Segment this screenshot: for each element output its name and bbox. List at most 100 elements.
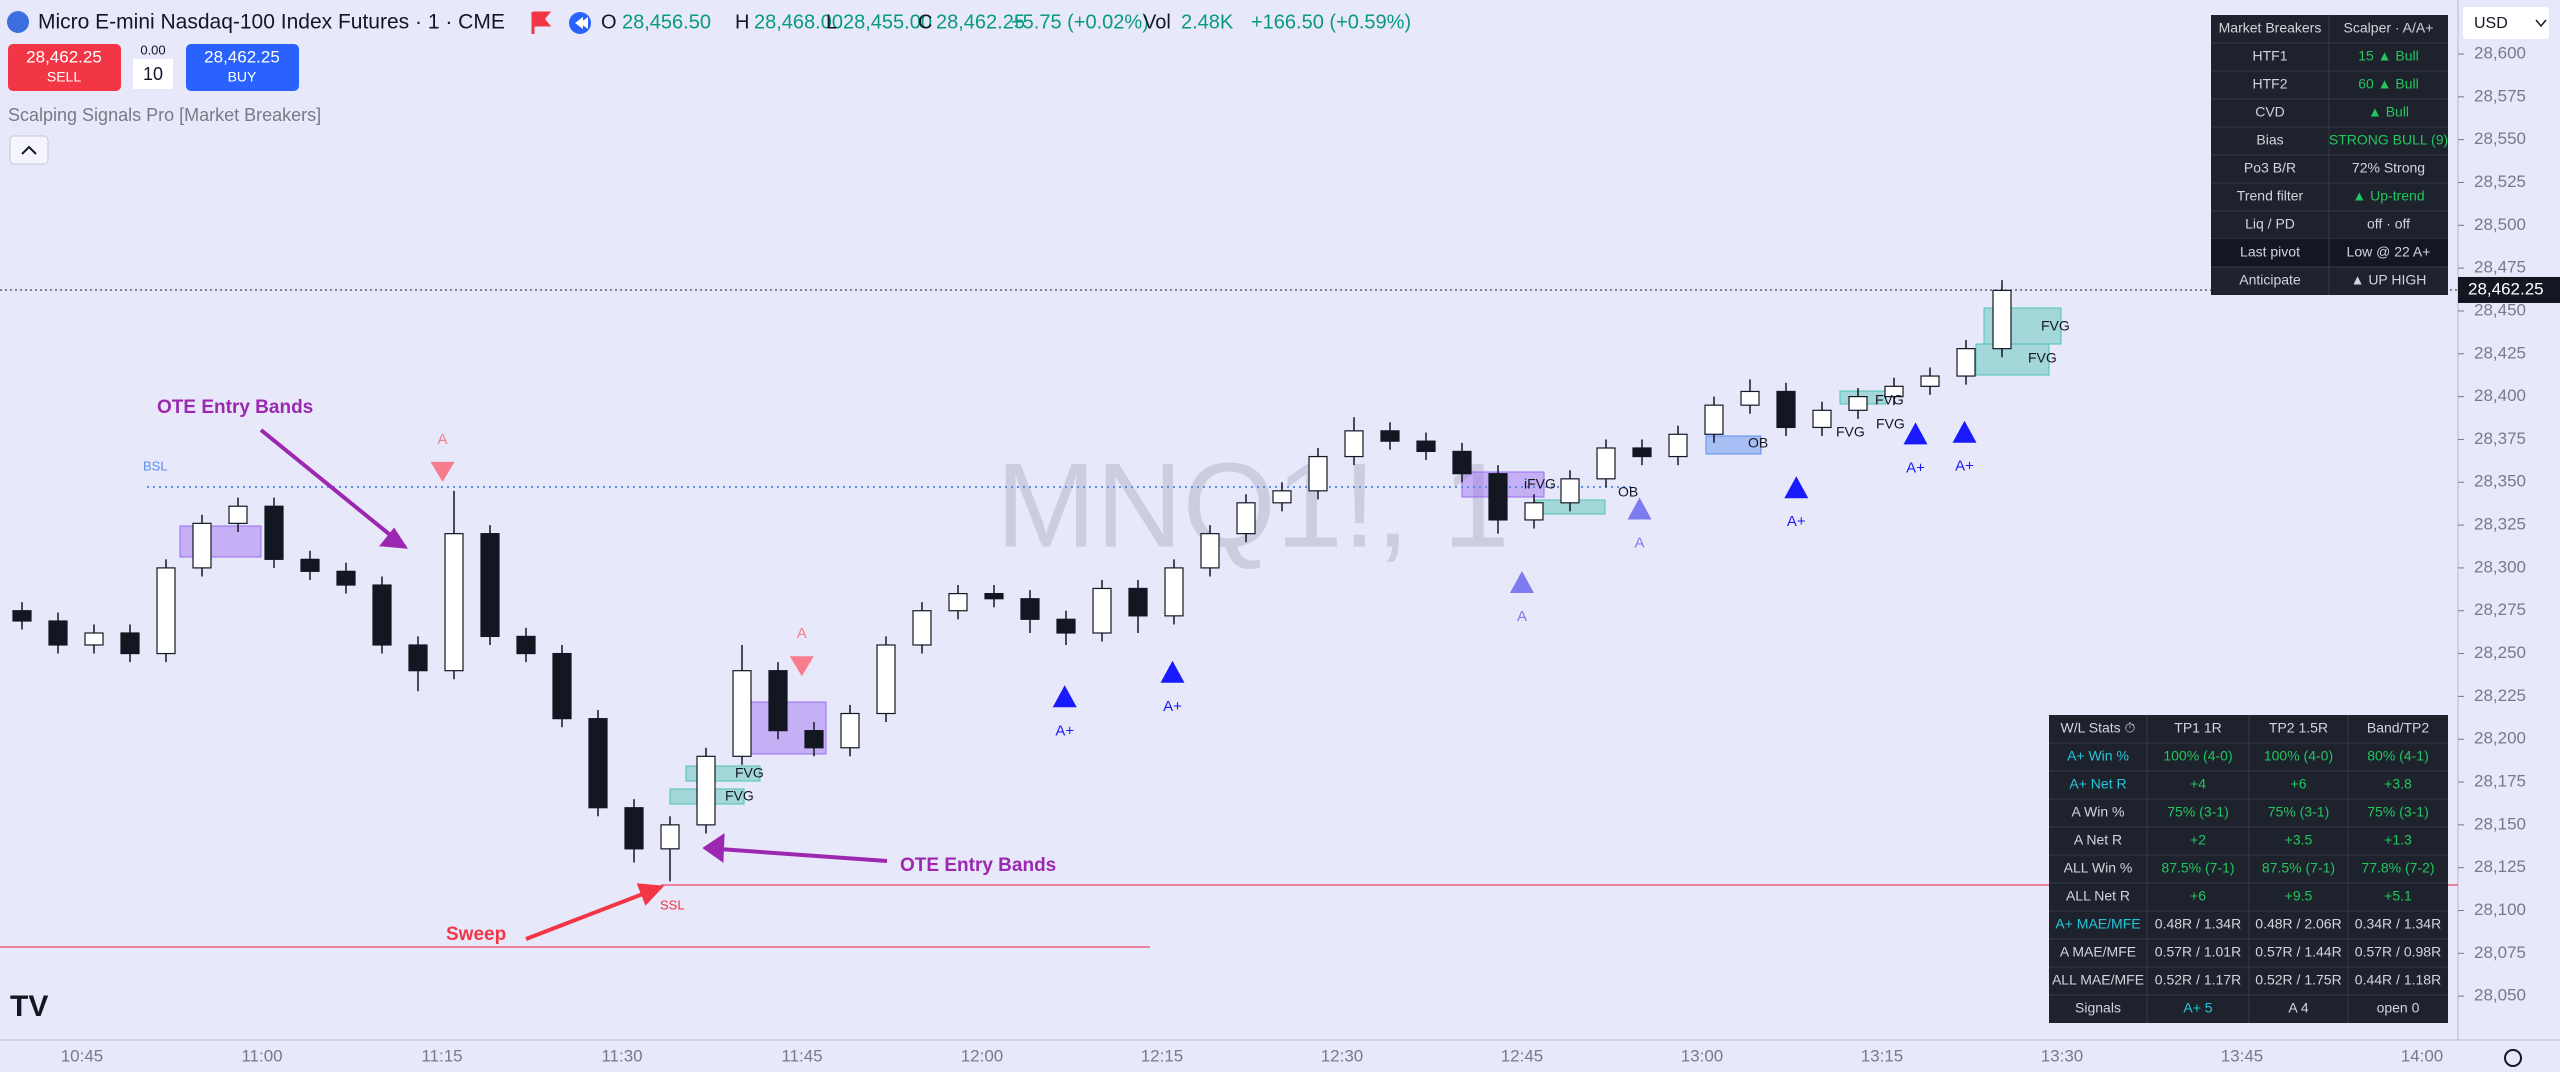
- table-cell: 72% Strong: [2352, 160, 2425, 176]
- candle-body: [588, 718, 608, 809]
- table-cell: +6: [2291, 776, 2307, 792]
- collapse-button[interactable]: [9, 135, 49, 165]
- table-cell: A 4: [2288, 1000, 2308, 1016]
- time-tick-label: 14:00: [2401, 1046, 2444, 1065]
- table-cell: A+ MAE/MFE: [2055, 916, 2140, 932]
- table-cell: ALL MAE/MFE: [2052, 972, 2144, 988]
- candle-body: [1776, 390, 1796, 429]
- table-cell: A Net R: [2074, 832, 2122, 848]
- zone-label: FVG: [2041, 318, 2070, 334]
- table-cell: Bias: [2256, 132, 2283, 148]
- price-tick-label: 28,525: [2474, 172, 2526, 191]
- ohlc-key: O: [601, 11, 617, 33]
- zone-label: FVG: [1836, 424, 1865, 440]
- candle-body: [12, 610, 32, 622]
- qty-box[interactable]: [133, 59, 173, 89]
- signal-label: A+: [1163, 698, 1182, 715]
- time-tick-label: 11:45: [781, 1046, 822, 1065]
- sell-button[interactable]: [8, 44, 121, 91]
- currency: USD: [2474, 15, 2508, 32]
- table-cell: 0.57R / 1.01R: [2155, 944, 2241, 960]
- replay-glyph: [575, 17, 588, 29]
- table-cell: A+ Win %: [2067, 748, 2129, 764]
- table-cell: 75% (3-1): [2268, 804, 2329, 820]
- price-tick-label: 28,050: [2474, 986, 2526, 1005]
- candle-body: [732, 670, 752, 757]
- table-cell: 75% (3-1): [2367, 804, 2428, 820]
- price-tick-label: 28,150: [2474, 814, 2526, 833]
- candle-body: [840, 712, 860, 749]
- ote-label: OTE Entry Bands: [900, 855, 1056, 876]
- indicator-label[interactable]: Scalping Signals Pro [Market Breakers]: [8, 105, 321, 125]
- candle-body: [1596, 447, 1616, 480]
- symbol-title[interactable]: Micro E-mini Nasdaq-100 Index Futures · …: [38, 11, 505, 34]
- table-cell: 100% (4-0): [2264, 748, 2333, 764]
- table-cell: +3.5: [2285, 832, 2313, 848]
- table-cell: Anticipate: [2239, 272, 2301, 288]
- candle-body: [1632, 447, 1652, 458]
- time-tick-label: 10:45: [61, 1046, 104, 1065]
- candle-body: [264, 505, 284, 560]
- table-cell: 80% (4-1): [2367, 748, 2428, 764]
- candle-body: [228, 505, 248, 524]
- price-tick-label: 28,300: [2474, 557, 2526, 576]
- time-tick-label: 12:45: [1501, 1046, 1544, 1065]
- candle-body: [1056, 618, 1076, 634]
- candle-body: [552, 652, 572, 720]
- table-cell: 60 ▲ Bull: [2358, 76, 2419, 92]
- candle-body: [1380, 430, 1400, 442]
- price-tick-label: 28,275: [2474, 600, 2526, 619]
- flag-marker[interactable]: [531, 11, 552, 34]
- settings-icon[interactable]: [2504, 1049, 2522, 1067]
- table-cell: HTF1: [2253, 48, 2288, 64]
- price-tick-label: 28,600: [2474, 43, 2526, 62]
- table-header: Band/TP2: [2367, 720, 2429, 736]
- sell-price: 28,462.25: [26, 47, 102, 66]
- table-cell: A Win %: [2072, 804, 2125, 820]
- table-cell: 0.52R / 1.75R: [2255, 972, 2341, 988]
- candle-body: [624, 807, 644, 850]
- ote-arrowhead: [379, 527, 408, 549]
- table-cell: STRONG BULL (9): [2329, 132, 2448, 148]
- table-header: TP2 1.5R: [2269, 720, 2328, 736]
- price-tick-label: 28,550: [2474, 129, 2526, 148]
- qty: 10: [143, 64, 163, 84]
- ssl-label: SSL: [660, 897, 685, 912]
- table-cell: 100% (4-0): [2163, 748, 2232, 764]
- ote-arrow: [259, 428, 407, 549]
- price-tick-label: 28,475: [2474, 258, 2526, 277]
- tv-logo: TV: [10, 990, 48, 1023]
- table-cell: ALL Net R: [2066, 888, 2130, 904]
- sweep-arrow: [525, 885, 662, 941]
- time-tick-label: 12:00: [961, 1046, 1004, 1065]
- table-cell: 75% (3-1): [2167, 804, 2228, 820]
- zone-label: OB: [1618, 484, 1638, 500]
- table-cell: A+ Net R: [2069, 776, 2126, 792]
- sell-signal: [789, 656, 814, 677]
- buy-label: BUY: [228, 69, 257, 85]
- time-tick-label: 13:30: [2041, 1046, 2084, 1065]
- buy-button[interactable]: [186, 44, 299, 91]
- price-tick-label: 28,350: [2474, 472, 2526, 491]
- candle-body: [660, 824, 680, 850]
- change: +5.75 (+0.02%): [1011, 11, 1149, 33]
- ohlc-value: 28,455.00: [843, 11, 932, 33]
- price-tick-label: 28,400: [2474, 386, 2526, 405]
- signal-label: A+: [1787, 513, 1806, 530]
- candle-body: [1488, 473, 1508, 521]
- time-tick-label: 11:30: [601, 1046, 642, 1065]
- currency-box[interactable]: [2463, 7, 2549, 39]
- table-cell: Last pivot: [2240, 244, 2300, 260]
- candle-body: [804, 730, 824, 749]
- zone-label: FVG: [2028, 350, 2057, 366]
- table-cell: 0.57R / 0.98R: [2355, 944, 2441, 960]
- price-tick-label: 28,175: [2474, 772, 2526, 791]
- candle-body: [1560, 478, 1580, 504]
- candle-body: [48, 620, 68, 646]
- signal-label: A: [1635, 534, 1645, 551]
- candle-body: [372, 584, 392, 646]
- buy-signal: [1784, 476, 1809, 499]
- collapse-icon: [21, 145, 37, 155]
- flag-icon: [7, 11, 29, 33]
